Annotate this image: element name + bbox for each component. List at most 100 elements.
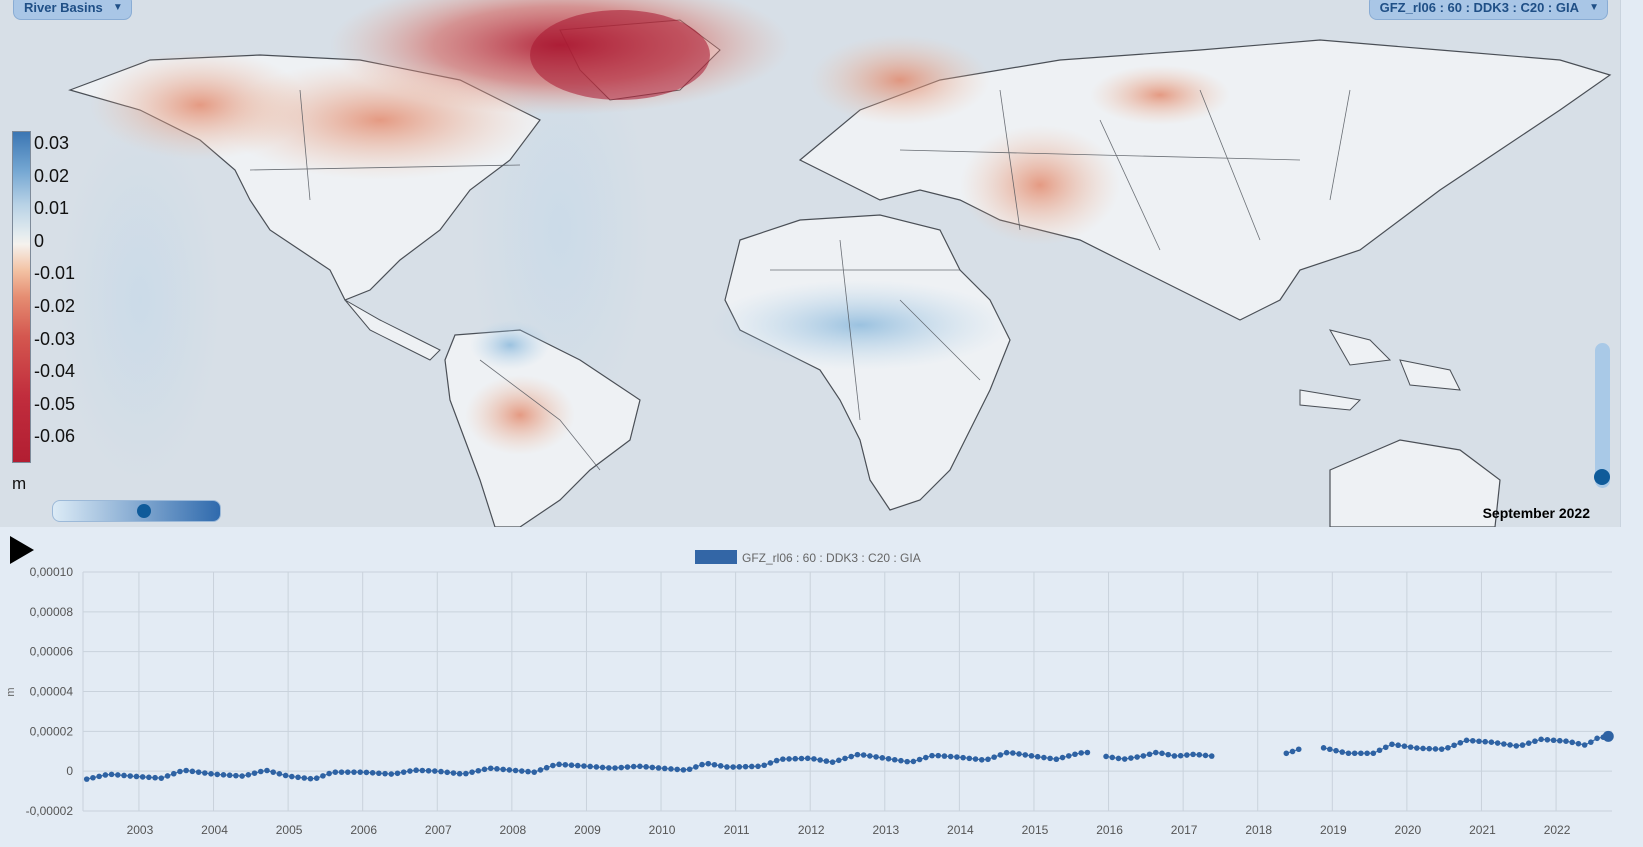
data-point [189, 768, 196, 775]
data-point [332, 769, 339, 775]
data-point [1128, 755, 1134, 761]
data-point [835, 757, 842, 764]
x-tick-label: 2007 [425, 823, 452, 837]
data-point [711, 761, 718, 768]
map-view[interactable]: River Basins ▼ GFZ_rl06 : 60 : DDK3 : C2… [0, 0, 1621, 527]
legend-label: -0.03 [34, 328, 76, 349]
legend-label: 0 [34, 230, 45, 251]
data-point [562, 761, 569, 768]
data-point [767, 760, 774, 766]
data-point [736, 764, 743, 770]
data-point [1463, 737, 1470, 744]
data-point [1289, 748, 1296, 755]
data-point [1072, 751, 1078, 758]
data-point [916, 756, 923, 763]
data-point [655, 765, 662, 771]
legend-label: -0.06 [34, 426, 76, 447]
x-tick-label: 2019 [1320, 823, 1347, 837]
data-point [811, 756, 817, 762]
data-point [761, 762, 768, 769]
data-point [593, 764, 600, 770]
y-tick-label: 0,00010 [30, 565, 74, 579]
opacity-slider[interactable] [52, 500, 221, 522]
data-point [1034, 753, 1041, 760]
data-point [947, 753, 954, 760]
color-legend: 0.03 0.02 0.01 0 -0.01 -0.02 -0.03 -0.04 -0.05 -0… [12, 131, 102, 501]
data-point [469, 769, 475, 775]
data-point [494, 766, 500, 772]
legend-unit: m [12, 474, 27, 493]
data-point [90, 774, 96, 781]
chevron-down-icon: ▼ [1589, 2, 1599, 13]
data-point [1059, 754, 1066, 761]
data-point [413, 767, 419, 774]
y-tick-label: 0,00006 [30, 645, 74, 659]
data-point [550, 762, 556, 769]
data-point [891, 756, 898, 763]
data-point [649, 764, 656, 771]
data-point [848, 753, 855, 760]
x-tick-label: 2008 [500, 823, 527, 837]
legend-swatch [695, 550, 737, 564]
data-point [1588, 739, 1594, 745]
data-point [407, 768, 413, 774]
data-point [1438, 746, 1445, 752]
data-point [985, 756, 991, 763]
data-point [1115, 755, 1122, 762]
x-tick-label: 2021 [1469, 823, 1496, 837]
data-point [1519, 742, 1526, 748]
data-point [1420, 745, 1426, 752]
data-point [450, 770, 457, 776]
layer-dropdown[interactable]: River Basins ▼ [13, 0, 132, 20]
x-tick-label: 2018 [1245, 823, 1272, 837]
data-point [1041, 754, 1047, 761]
data-point [133, 773, 140, 780]
data-point [1065, 753, 1072, 759]
y-axis-label: m [5, 687, 17, 696]
data-point [1152, 749, 1159, 756]
data-point [1532, 738, 1538, 745]
data-point [251, 770, 258, 776]
data-point [960, 754, 966, 761]
data-point [817, 757, 823, 763]
data-point [146, 774, 152, 781]
time-slider[interactable] [1594, 343, 1610, 488]
data-point [823, 758, 830, 764]
data-point [233, 772, 239, 779]
data-point [1177, 752, 1184, 759]
data-point [543, 764, 550, 771]
data-point [1190, 751, 1196, 758]
data-point [972, 756, 979, 762]
data-point [1022, 752, 1029, 758]
data-point [388, 771, 395, 777]
data-point [121, 772, 127, 779]
data-point [717, 763, 724, 769]
data-point [1134, 754, 1140, 760]
data-point [326, 770, 332, 777]
data-point [481, 766, 488, 773]
data-point [226, 772, 233, 779]
data-point [1556, 737, 1563, 744]
data-point [357, 769, 364, 775]
play-icon[interactable] [10, 536, 34, 564]
legend-label: 0.02 [34, 165, 70, 186]
layer-dropdown-label: River Basins [24, 0, 103, 15]
data-point [867, 753, 873, 759]
data-point [127, 773, 134, 779]
data-point [786, 756, 792, 762]
world-map[interactable] [0, 0, 1620, 527]
data-point [1364, 750, 1370, 757]
data-point [475, 767, 482, 774]
time-slider-handle[interactable] [1594, 469, 1610, 485]
data-point [873, 754, 879, 760]
x-tick-label: 2006 [350, 823, 377, 837]
data-point [1084, 749, 1091, 756]
opacity-slider-handle[interactable] [137, 504, 151, 518]
x-tick-label: 2020 [1395, 823, 1422, 837]
x-tick-label: 2004 [201, 823, 228, 837]
data-point [257, 768, 264, 775]
data-point [525, 768, 531, 775]
x-tick-label: 2022 [1544, 823, 1571, 837]
dataset-dropdown[interactable]: GFZ_rl06 : 60 : DDK3 : C20 : GIA ▼ [1368, 0, 1608, 20]
data-point [997, 752, 1004, 758]
